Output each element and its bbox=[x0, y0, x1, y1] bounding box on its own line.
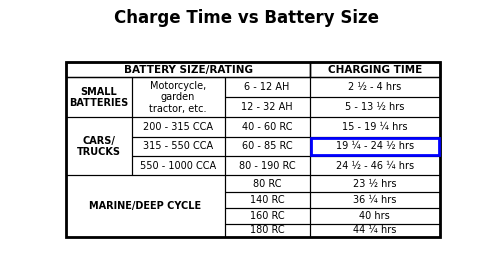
Text: 44 ¼ hrs: 44 ¼ hrs bbox=[353, 225, 397, 235]
Bar bbox=[224, 117, 310, 137]
Text: Motorcycle,
garden
tractor, etc.: Motorcycle, garden tractor, etc. bbox=[149, 81, 207, 114]
Bar bbox=[131, 117, 224, 137]
Bar bbox=[224, 137, 310, 156]
Text: 15 - 19 ¼ hrs: 15 - 19 ¼ hrs bbox=[342, 122, 408, 132]
Bar bbox=[131, 137, 224, 156]
Bar bbox=[310, 97, 440, 117]
Bar bbox=[66, 175, 224, 237]
Text: 160 RC: 160 RC bbox=[250, 211, 285, 221]
Bar bbox=[224, 97, 310, 117]
Bar bbox=[310, 192, 440, 208]
Text: MARINE/DEEP CYCLE: MARINE/DEEP CYCLE bbox=[89, 201, 202, 211]
Text: 315 - 550 CCA: 315 - 550 CCA bbox=[143, 141, 213, 151]
Bar bbox=[131, 156, 224, 175]
Bar bbox=[224, 156, 310, 175]
Text: CARS/
TRUCKS: CARS/ TRUCKS bbox=[77, 135, 121, 157]
Bar bbox=[131, 78, 224, 117]
Bar bbox=[310, 78, 440, 97]
Text: 40 - 60 RC: 40 - 60 RC bbox=[242, 122, 292, 132]
Text: 80 - 190 RC: 80 - 190 RC bbox=[239, 161, 295, 171]
Text: 40 hrs: 40 hrs bbox=[360, 211, 390, 221]
Text: 24 ½ - 46 ¼ hrs: 24 ½ - 46 ¼ hrs bbox=[336, 161, 414, 171]
Text: 23 ½ hrs: 23 ½ hrs bbox=[353, 179, 397, 189]
Text: CHARGING TIME: CHARGING TIME bbox=[328, 65, 422, 75]
Bar bbox=[66, 78, 131, 117]
Bar bbox=[224, 192, 310, 208]
Text: 200 - 315 CCA: 200 - 315 CCA bbox=[143, 122, 213, 132]
Bar bbox=[224, 78, 310, 97]
Bar bbox=[310, 117, 440, 137]
Text: 550 - 1000 CCA: 550 - 1000 CCA bbox=[140, 161, 216, 171]
Text: 12 - 32 AH: 12 - 32 AH bbox=[241, 102, 293, 112]
Text: 19 ¼ - 24 ½ hrs: 19 ¼ - 24 ½ hrs bbox=[336, 141, 414, 151]
Bar bbox=[310, 137, 440, 156]
Bar bbox=[224, 208, 310, 224]
Bar bbox=[310, 208, 440, 224]
Text: 60 - 85 RC: 60 - 85 RC bbox=[242, 141, 292, 151]
Bar bbox=[66, 117, 131, 175]
Text: 80 RC: 80 RC bbox=[253, 179, 282, 189]
Text: SMALL
BATTERIES: SMALL BATTERIES bbox=[69, 87, 128, 108]
Text: 6 - 12 AH: 6 - 12 AH bbox=[245, 82, 290, 93]
Bar bbox=[66, 62, 440, 237]
Bar bbox=[310, 224, 440, 237]
Text: 140 RC: 140 RC bbox=[250, 195, 285, 205]
Text: 2 ½ - 4 hrs: 2 ½ - 4 hrs bbox=[348, 82, 402, 93]
Text: BATTERY SIZE/RATING: BATTERY SIZE/RATING bbox=[124, 65, 252, 75]
Bar bbox=[310, 62, 440, 78]
Text: 36 ¼ hrs: 36 ¼ hrs bbox=[353, 195, 397, 205]
Bar bbox=[311, 138, 439, 155]
Bar bbox=[224, 224, 310, 237]
Bar bbox=[310, 156, 440, 175]
Bar bbox=[224, 175, 310, 192]
Text: 5 - 13 ½ hrs: 5 - 13 ½ hrs bbox=[345, 102, 405, 112]
Text: 180 RC: 180 RC bbox=[250, 225, 285, 235]
Bar bbox=[310, 175, 440, 192]
Text: Charge Time vs Battery Size: Charge Time vs Battery Size bbox=[115, 9, 379, 27]
Bar bbox=[66, 62, 310, 78]
